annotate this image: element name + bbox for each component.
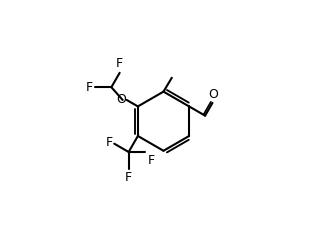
Text: O: O — [116, 93, 126, 107]
Text: F: F — [147, 154, 155, 167]
Text: F: F — [125, 171, 132, 184]
Text: F: F — [116, 57, 123, 70]
Text: F: F — [85, 81, 93, 94]
Text: O: O — [209, 88, 218, 101]
Text: F: F — [105, 136, 112, 149]
